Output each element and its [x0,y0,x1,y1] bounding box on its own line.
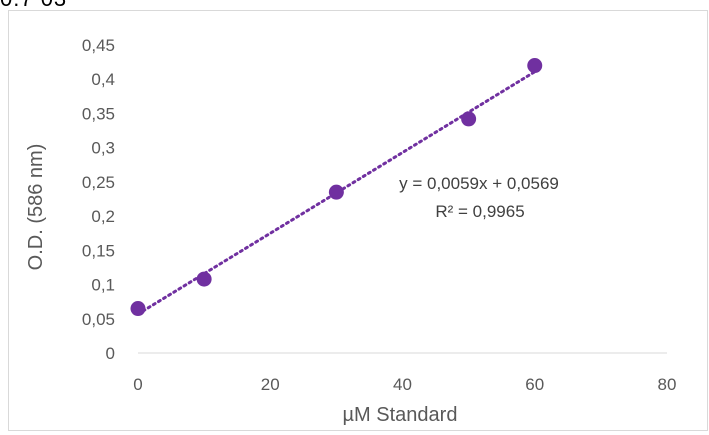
x-tick-label: 0 [133,375,142,394]
cropped-header-text: 0.7 03 [0,0,67,12]
y-axis-title: O.D. (586 nm) [25,144,47,271]
y-tick-label: 0 [106,344,115,363]
data-point [527,58,543,74]
scatter-chart: 0 0,05 0,1 0,15 0,2 0,25 0,3 0,35 0,4 0,45 0 20 40 6… [25,36,676,426]
data-point [461,111,477,127]
x-tick-label: 40 [393,375,412,394]
y-tick-label: 0,4 [91,70,115,89]
y-tick-label: 0,3 [91,139,115,158]
x-tick-label: 20 [261,375,280,394]
y-axis-ticks: 0 0,05 0,1 0,15 0,2 0,25 0,3 0,35 0,4 0,45 [82,36,115,363]
data-point [196,271,212,287]
y-tick-label: 0,1 [91,276,115,295]
data-point [130,301,146,317]
y-tick-label: 0,05 [82,310,115,329]
r-squared-label: R² = 0,9965 [435,202,524,221]
x-axis-ticks: 0 20 40 60 80 [133,375,676,394]
trendline-equation: y = 0,0059x + 0,0569 [399,174,559,193]
chart-area: 0 0,05 0,1 0,15 0,2 0,25 0,3 0,35 0,4 0,45 0 20 40 6… [8,10,708,431]
y-tick-label: 0,45 [82,36,115,55]
data-points [130,58,543,317]
x-tick-label: 80 [658,375,677,394]
y-tick-label: 0,2 [91,207,115,226]
data-point [328,184,344,200]
y-tick-label: 0,15 [82,241,115,260]
x-tick-label: 60 [525,375,544,394]
y-tick-label: 0,35 [82,104,115,123]
y-tick-label: 0,25 [82,173,115,192]
x-axis-title: µM Standard [343,404,458,426]
